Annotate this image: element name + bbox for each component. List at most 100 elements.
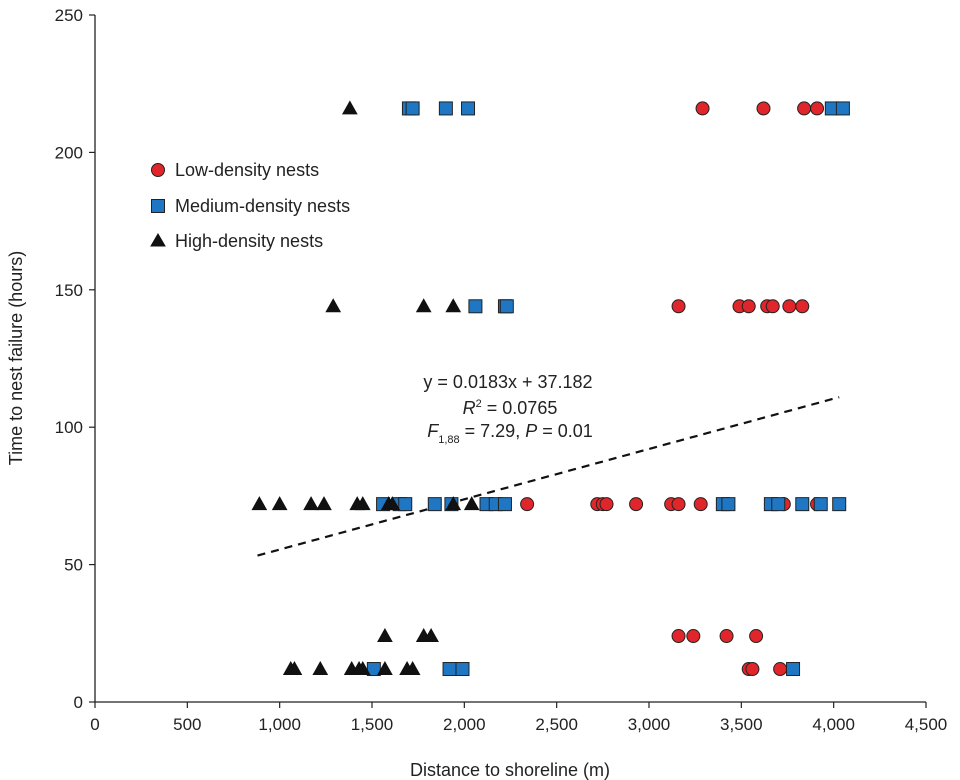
medium-density-point [771, 497, 786, 512]
r-superscript: 2 [476, 398, 482, 410]
high-density-point [445, 298, 462, 313]
low-density-point [782, 299, 797, 314]
low-density-point [520, 497, 535, 512]
series-triangle [251, 100, 480, 676]
low-density-point [810, 101, 825, 116]
low-density-point [695, 101, 710, 116]
high-density-point [271, 496, 288, 511]
medium-density-point [455, 662, 470, 677]
high-density-point [354, 496, 371, 511]
r-squared-text: R2 = 0.0765 [463, 398, 558, 418]
x-tick-label: 3,500 [720, 715, 763, 734]
x-tick-label: 2,500 [535, 715, 578, 734]
medium-density-point [427, 497, 442, 512]
medium-density-point [366, 662, 381, 677]
f-statistic-text: F1,88 = 7.29, P = 0.01 [427, 421, 593, 446]
medium-density-point [461, 101, 476, 116]
medium-density-point [438, 101, 453, 116]
low-density-point [686, 629, 701, 644]
low-density-point [749, 629, 764, 644]
y-tick-label: 200 [55, 143, 83, 162]
low-density-point [797, 101, 812, 116]
low-density-point [671, 629, 686, 644]
medium-density-point [405, 101, 420, 116]
high-density-point [415, 298, 432, 313]
x-tick-label: 4,000 [812, 715, 855, 734]
low-density-point [671, 497, 686, 512]
r-symbol: R [463, 398, 476, 418]
y-tick-label: 50 [64, 556, 83, 575]
high-density-point [354, 661, 371, 676]
legend-high-marker [150, 233, 166, 247]
legend-medium-label: Medium-density nests [175, 196, 350, 216]
series-square [366, 101, 850, 677]
low-density-point [745, 662, 760, 677]
high-density-point [251, 496, 268, 511]
trendline-layer [257, 396, 840, 557]
x-tick-label: 4,500 [905, 715, 948, 734]
high-density-point [463, 496, 480, 511]
low-density-point [671, 299, 686, 314]
high-density-point [423, 628, 439, 643]
low-density-point [599, 497, 614, 512]
high-density-point [377, 661, 393, 676]
x-tick-label: 0 [90, 715, 99, 734]
f-value: = 7.29, [460, 421, 526, 441]
x-tick-label: 1,000 [258, 715, 301, 734]
medium-density-point [832, 497, 847, 512]
high-density-point [316, 496, 332, 511]
legend-medium-marker [151, 199, 165, 213]
low-density-point [719, 629, 734, 644]
medium-density-point [795, 497, 810, 512]
legend: Low-density nests Medium-density nests H… [150, 160, 350, 251]
y-tick-label: 150 [55, 281, 83, 300]
series-circle [520, 101, 825, 677]
y-tick-label: 100 [55, 418, 83, 437]
p-symbol: P [525, 421, 537, 441]
high-density-point [377, 628, 393, 643]
high-density-point [325, 298, 342, 313]
legend-low-marker [151, 163, 165, 177]
y-tick-label: 250 [55, 6, 83, 25]
r-value: = 0.0765 [482, 398, 558, 418]
high-density-point [445, 496, 462, 511]
low-density-point [693, 497, 708, 512]
legend-low-label: Low-density nests [175, 160, 319, 180]
y-tick-label: 0 [74, 693, 83, 712]
high-density-point [286, 661, 303, 676]
trendline [257, 396, 840, 557]
x-axis-title: Distance to shoreline (m) [410, 760, 610, 780]
y-axis-title: Time to nest failure (hours) [6, 251, 26, 465]
high-density-point [384, 496, 401, 511]
high-density-point [312, 661, 329, 676]
x-tick-label: 1,500 [351, 715, 394, 734]
low-density-point [773, 662, 788, 677]
medium-density-point [786, 662, 801, 677]
medium-density-point [497, 497, 512, 512]
ticks-layer: 0 50 0 1,000 1,500 2,000 2,500 3,000 3,500 4,000 4… [55, 6, 948, 734]
low-density-point [741, 299, 756, 314]
high-density-point [303, 496, 319, 511]
high-density-point [404, 661, 421, 676]
regression-annotation: y = 0.0183x + 37.182 R2 = 0.0765 F1,88 =… [423, 372, 592, 446]
medium-density-point [398, 497, 413, 512]
medium-density-point [835, 101, 850, 116]
x-tick-label: 2,000 [443, 715, 486, 734]
medium-density-point [468, 299, 483, 314]
p-value: = 0.01 [537, 421, 593, 441]
f-symbol: F [427, 421, 439, 441]
legend-high-label: High-density nests [175, 231, 323, 251]
axes-layer [94, 15, 926, 703]
low-density-point [756, 101, 771, 116]
low-density-point [629, 497, 644, 512]
medium-density-point [499, 299, 514, 314]
regression-equation: y = 0.0183x + 37.182 [423, 372, 592, 392]
low-density-point [765, 299, 780, 314]
low-density-point [795, 299, 810, 314]
medium-density-point [442, 662, 457, 677]
high-density-point [341, 100, 358, 115]
medium-density-point [721, 497, 736, 512]
x-tick-label: 3,000 [628, 715, 671, 734]
